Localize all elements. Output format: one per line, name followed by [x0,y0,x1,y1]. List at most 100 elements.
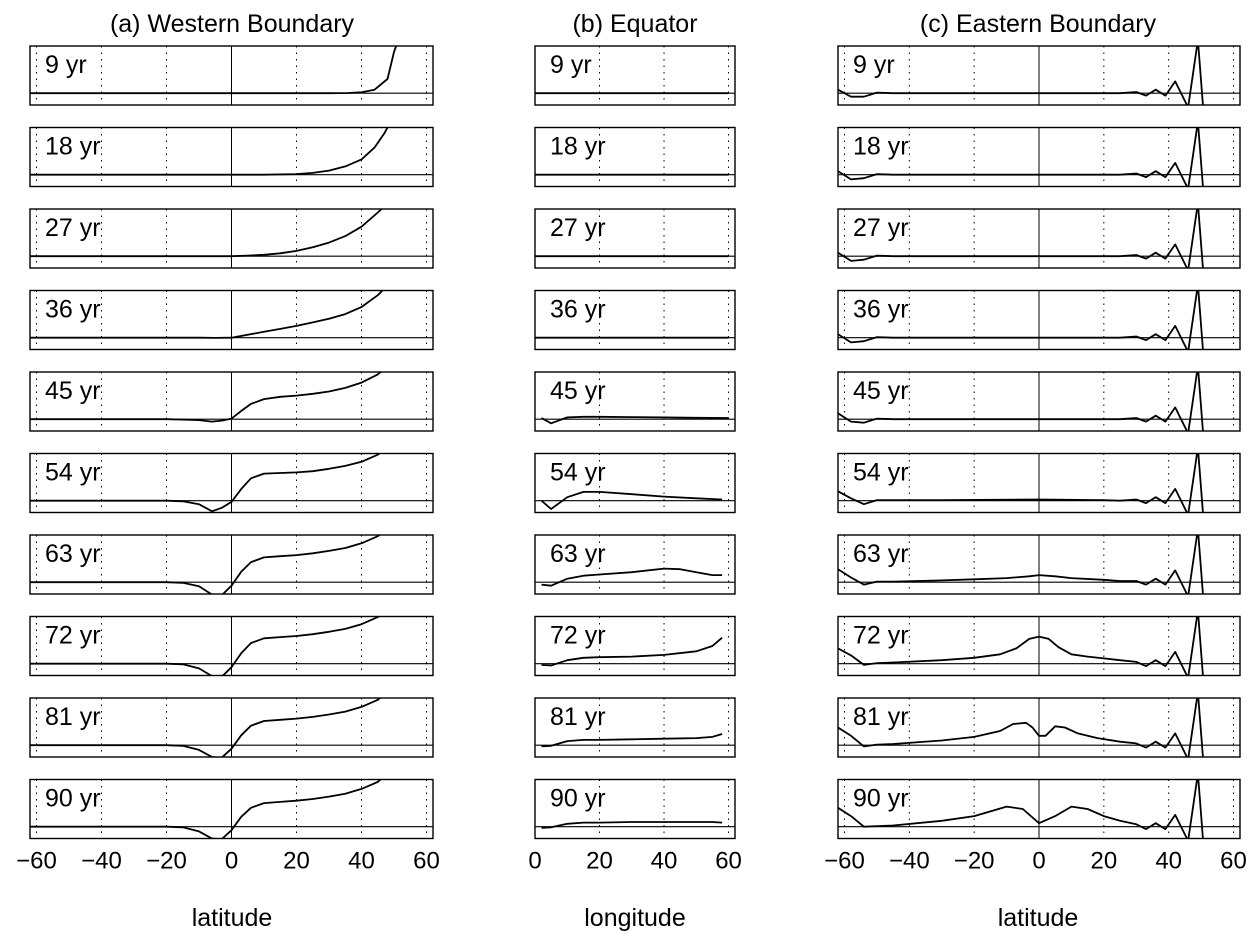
panel: 72 yr [534,615,736,677]
panel: 63 yr [534,534,736,595]
panel: 36 yr [534,289,736,351]
x-tick-label: 40 [348,848,375,875]
series-line [30,453,381,513]
panel-frame [534,289,736,351]
panel: 18 yr [534,126,736,188]
x-tick-label: 0 [225,848,238,875]
series-line [838,453,1204,513]
panel: 45 yr [534,371,736,432]
panel-label: 45 yr [550,377,606,405]
panel: 9 yr [837,45,1241,106]
series-line [838,46,1204,105]
panel-frame [534,126,736,188]
series-line [838,535,1204,594]
panel-label: 63 yr [550,540,606,568]
panel: 90 yr [837,778,1241,840]
panel: 63 yr [29,534,434,595]
panel-frame [534,371,736,432]
panel-frame [534,534,736,595]
x-tick-label: −60 [824,848,865,875]
panel: 45 yr [29,371,434,432]
series-line [30,209,383,258]
panel-label: 36 yr [45,296,101,324]
x-axis-label-c: latitude [998,904,1079,932]
panel: 18 yr [29,126,434,188]
panel-label: 63 yr [853,540,909,568]
panel-label: 72 yr [853,622,909,650]
column-a: 9 yr 18 yr 27 yr 36 yr 45 yr 54 yr 63 yr 72 yr 8… [16,45,440,875]
panel: 81 yr [534,697,736,758]
panel: 18 yr [837,126,1241,188]
panel: 63 yr [837,534,1241,595]
panel-label: 27 yr [45,214,101,242]
panel: 36 yr [29,289,434,351]
series-line [541,821,723,829]
series-line [30,290,384,339]
panel-frame [534,697,736,758]
panel: 27 yr [837,208,1241,269]
panel-label: 72 yr [45,622,101,650]
panel-label: 9 yr [550,51,592,79]
panel: 72 yr [837,615,1241,677]
x-axis-label-b: longitude [584,904,685,932]
panel-label: 90 yr [45,785,101,813]
series-line [30,127,389,176]
x-tick-label: −60 [16,848,57,875]
panel-label: 81 yr [550,703,606,731]
x-tick-label: 0 [528,848,541,875]
x-axis-label-a: latitude [192,904,273,932]
panel-label: 81 yr [853,703,909,731]
series-line [838,290,1204,350]
panel: 90 yr [29,778,434,840]
column-title-c: (c) Eastern Boundary [920,10,1157,38]
panel-label: 63 yr [45,540,101,568]
series-line [30,372,382,423]
x-tick-label: −20 [954,848,995,875]
x-tick-label: 60 [715,848,742,875]
panel: 81 yr [29,697,434,758]
x-tick-label: 60 [413,848,440,875]
panel-frame [534,208,736,269]
panel: 27 yr [29,208,434,269]
panel-label: 18 yr [550,133,606,161]
panel-frame [534,615,736,677]
series-line [540,490,723,510]
x-tick-label: 60 [1220,848,1247,875]
column-title-b: (b) Equator [572,10,697,38]
x-tick-label: 0 [1032,848,1045,875]
panel-label: 9 yr [853,51,895,79]
series-line [838,209,1204,268]
panel-frame [534,778,736,840]
panel-label: 54 yr [550,459,606,487]
panel-label: 45 yr [853,377,909,405]
series-line [541,415,729,425]
panel-label: 81 yr [45,703,101,731]
column-b: 9 yr 18 yr 27 yr 36 yr 45 yr 54 yr 63 yr 72 yr 8… [528,45,742,875]
panel: 90 yr [534,778,736,840]
column-c: 9 yr 18 yr 27 yr 36 yr 45 yr 54 yr 63 yr 72 yr 8… [824,45,1247,875]
series-line [30,616,381,676]
panel: 54 yr [534,452,736,514]
x-tick-label: 20 [586,848,613,875]
panel: 36 yr [837,289,1241,351]
panel: 9 yr [534,45,736,106]
panel: 72 yr [29,615,434,677]
panel-label: 45 yr [45,377,101,405]
x-tick-label: −40 [889,848,930,875]
panel-label: 72 yr [550,622,606,650]
series-line [30,698,382,757]
series-line [30,46,398,95]
panel: 81 yr [837,697,1241,758]
panel-label: 90 yr [550,785,606,813]
panel-frame [534,45,736,106]
column-title-a: (a) Western Boundary [110,10,355,38]
panel: 27 yr [534,208,736,269]
panel: 45 yr [837,371,1241,432]
panel: 54 yr [837,452,1241,514]
series-line [838,698,1204,757]
panel-label: 27 yr [550,214,606,242]
series-line [838,127,1204,187]
panel-label: 9 yr [45,51,87,79]
series-line [838,372,1204,431]
